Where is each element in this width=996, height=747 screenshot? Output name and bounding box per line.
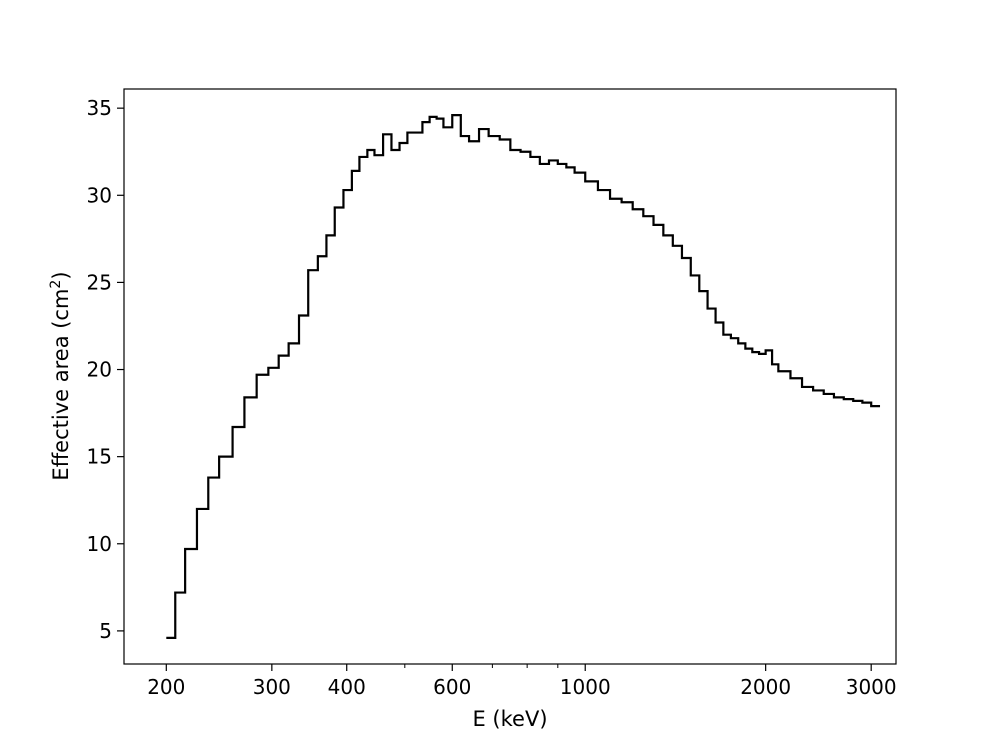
y-tick-label: 15 xyxy=(87,445,112,469)
y-axis-ticks: 5 10 15 20 25 30 35 xyxy=(87,96,124,643)
y-tick-label: 5 xyxy=(99,619,112,643)
x-axis-ticks: 200 300 400 600 1000 2000 3000 xyxy=(147,664,897,699)
x-tick-label: 400 xyxy=(328,675,366,699)
plot-frame xyxy=(123,88,897,665)
y-tick-label: 35 xyxy=(87,96,112,120)
series-layer xyxy=(166,114,881,639)
x-tick-label: 3000 xyxy=(846,675,897,699)
plot-background xyxy=(124,89,896,664)
y-tick-label: 30 xyxy=(87,183,112,207)
y-axis-label-text: Effective area (cm xyxy=(49,289,73,481)
y-axis-label-close: ) xyxy=(49,271,73,279)
x-tick-label: 1000 xyxy=(560,675,611,699)
y-tick-label: 25 xyxy=(87,270,112,294)
y-tick-label: 10 xyxy=(87,532,112,556)
x-axis-label: E (keV) xyxy=(472,707,547,731)
y-axis-label: Effective area (cm2) xyxy=(48,271,73,480)
x-tick-label: 300 xyxy=(253,675,291,699)
series-line-0 xyxy=(166,114,881,639)
y-axis-label-superscript: 2 xyxy=(48,280,64,289)
y-tick-label: 20 xyxy=(87,358,112,382)
x-tick-label: 2000 xyxy=(740,675,791,699)
x-tick-label: 600 xyxy=(433,675,471,699)
x-tick-label: 200 xyxy=(147,675,185,699)
